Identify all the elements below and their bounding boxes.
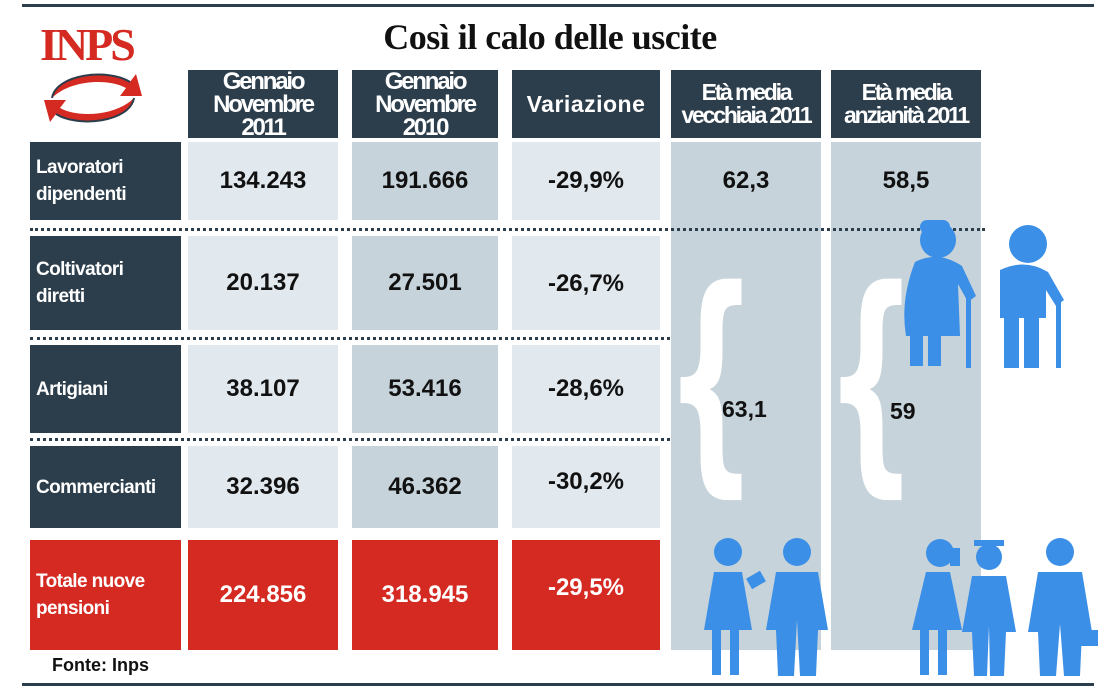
inps-logo: INPS — [40, 19, 142, 123]
cell-artigiani-variazione: -28,6% — [512, 345, 660, 433]
logo-arrow-top — [52, 74, 142, 98]
col-header-2011: Gennaio Novembre 2011 — [188, 69, 338, 139]
cell-commercianti-2010: 46.362 — [352, 446, 498, 528]
woman-notepad-icon — [704, 538, 766, 675]
row-separator — [30, 438, 670, 441]
cell-coltivatori-2011: 20.137 — [188, 236, 338, 330]
row-label-commercianti: Commercianti — [30, 446, 181, 528]
brace-vecchiaia: { — [664, 238, 758, 518]
cell-totale-2010: 318.945 — [352, 540, 498, 650]
cell-lavoratori-variazione: -29,9% — [512, 142, 660, 220]
chart-title: Così il calo delle uscite — [383, 17, 717, 57]
cell-coltivatori-variazione: -26,7% — [512, 236, 660, 330]
inps-logo-text: INPS — [40, 19, 134, 70]
businessman-icon — [766, 538, 828, 676]
cell-eta-vecchiaia-gruppo: 63,1 — [722, 396, 767, 422]
cell-totale-variazione: -29,5% — [512, 540, 660, 650]
cell-lavoratori-2010: 191.666 — [352, 142, 498, 220]
brace-anzianita: { — [824, 238, 918, 518]
source-note: Fonte: Inps — [52, 655, 149, 675]
top-rule — [22, 4, 1094, 7]
cell-commercianti-2011: 32.396 — [188, 446, 338, 528]
row-label-lavoratori-dipendenti: Lavoratori dipendenti — [30, 142, 181, 220]
row-separator — [30, 337, 670, 340]
graduate-icon — [962, 540, 1016, 676]
col-header-variazione: Variazione — [512, 70, 660, 138]
man-briefcase-icon — [1028, 538, 1098, 676]
cell-lavoratori-2011: 134.243 — [188, 142, 338, 220]
bottom-rule — [22, 683, 1094, 686]
logo-arrow-bottom — [44, 98, 134, 122]
row-label-totale-nuove-pensioni: Totale nuove pensioni — [30, 540, 181, 650]
cell-coltivatori-2010: 27.501 — [352, 236, 498, 330]
cell-lavoratori-eta-vecchiaia: 62,3 — [722, 167, 770, 194]
cell-artigiani-2011: 38.107 — [188, 345, 338, 433]
col-header-eta-vecchiaia: Età media vecchiaia 2011 — [671, 70, 821, 138]
cell-eta-anzianita-gruppo: 59 — [890, 398, 916, 424]
row-label-coltivatori-diretti: Coltivatori diretti — [30, 236, 181, 330]
row-separator — [30, 228, 985, 231]
row-label-artigiani: Artigiani — [30, 345, 181, 433]
elderly-woman-icon — [904, 220, 976, 368]
col-header-eta-anzianita: Età media anzianità 2011 — [831, 70, 981, 138]
cell-artigiani-2010: 53.416 — [352, 345, 498, 433]
cell-totale-2011: 224.856 — [188, 540, 338, 650]
woman-phone-icon — [912, 539, 962, 675]
cell-lavoratori-eta-anzianita: 58,5 — [882, 167, 930, 194]
col-header-2010: Gennaio Novembre 2010 — [352, 69, 498, 139]
cell-commercianti-variazione: -30,2% — [512, 446, 660, 528]
elderly-man-icon — [1000, 225, 1064, 368]
